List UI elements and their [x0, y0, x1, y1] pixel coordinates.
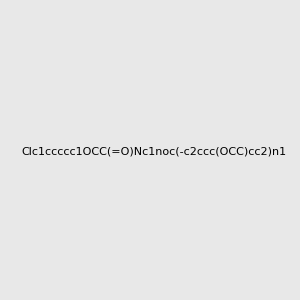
Text: Clc1ccccc1OCC(=O)Nc1noc(-c2ccc(OCC)cc2)n1: Clc1ccccc1OCC(=O)Nc1noc(-c2ccc(OCC)cc2)n…	[21, 146, 286, 157]
